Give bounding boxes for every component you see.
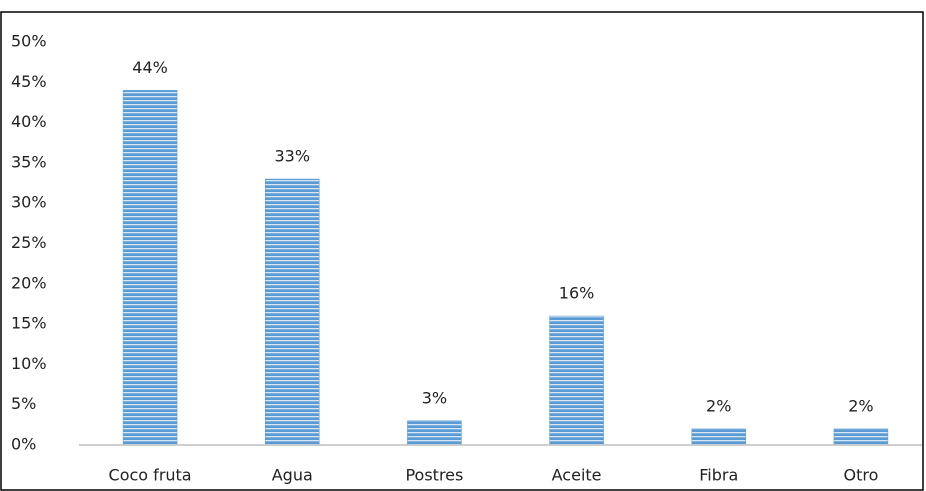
x-tick-label: Aceite [552,466,602,485]
y-tick-label: 15% [11,314,47,333]
bar [407,420,462,446]
y-tick-label: 5% [11,394,36,413]
bar [549,315,604,446]
y-tick-label: 40% [11,112,47,131]
y-tick-label: 20% [11,273,47,292]
data-label: 2% [706,396,731,415]
bar [833,428,889,446]
data-label: 2% [848,396,873,415]
data-label: 44% [132,58,168,77]
bar [265,178,320,446]
y-tick-label: 50% [11,32,47,51]
bar [122,90,178,446]
x-tick-label: Coco fruta [109,466,192,485]
data-label: 16% [559,284,595,303]
y-tick-label: 45% [11,72,47,91]
data-label: 33% [274,147,310,166]
y-tick-label: 0% [11,435,36,454]
x-tick-label: Otro [843,466,878,485]
bar [691,428,746,446]
y-tick-label: 10% [11,354,47,373]
y-tick-label: 30% [11,193,47,212]
y-tick-label: 25% [11,233,47,252]
x-tick-label: Agua [272,466,313,485]
x-tick-label: Fibra [699,466,738,485]
y-tick-label: 35% [11,152,47,171]
data-label: 3% [422,388,447,407]
x-tick-label: Postres [405,466,463,485]
